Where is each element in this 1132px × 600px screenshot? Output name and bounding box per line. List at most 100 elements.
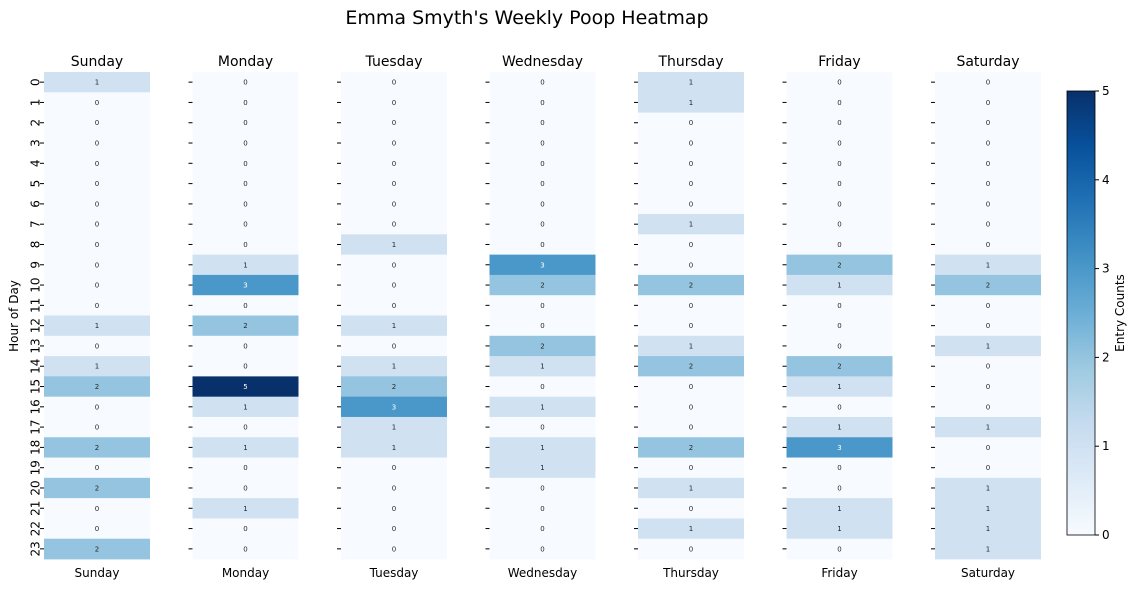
day-title: Wednesday xyxy=(502,54,583,70)
heat-cell xyxy=(489,92,596,113)
hour-tick-label: 23 xyxy=(29,541,43,556)
cell-value: 1 xyxy=(392,322,396,330)
cell-value: 2 xyxy=(95,484,99,492)
colorbar-label: Entry Counts xyxy=(1113,274,1127,352)
cell-value: 0 xyxy=(95,140,99,148)
cell-value: 0 xyxy=(243,180,247,188)
cell-value: 2 xyxy=(986,282,990,290)
cell-value: 0 xyxy=(986,140,990,148)
cell-value: 0 xyxy=(986,99,990,107)
cell-value: 1 xyxy=(837,424,841,432)
hour-tick-label: 21 xyxy=(29,501,43,516)
heat-cell xyxy=(935,274,1041,296)
heat-cell xyxy=(935,396,1041,418)
heat-cell xyxy=(935,214,1041,235)
heat-cell xyxy=(44,315,150,337)
heat-cell xyxy=(192,193,299,215)
cell-value: 0 xyxy=(95,200,99,208)
hour-tick-label: 17 xyxy=(29,419,43,434)
heat-cell xyxy=(935,477,1041,499)
cell-value: 0 xyxy=(392,140,396,148)
heat-cell xyxy=(192,437,299,458)
cell-value: 0 xyxy=(837,464,841,472)
cell-value: 0 xyxy=(837,99,841,107)
heat-cell xyxy=(935,193,1041,215)
cell-value: 1 xyxy=(392,424,396,432)
cell-value: 3 xyxy=(392,403,396,411)
heat-cell xyxy=(489,498,596,519)
cell-value: 0 xyxy=(243,363,247,371)
cell-value: 0 xyxy=(243,464,247,472)
cell-value: 0 xyxy=(837,180,841,188)
heat-cell xyxy=(638,315,744,337)
heat-cell xyxy=(935,72,1041,93)
cell-value: 1 xyxy=(986,424,990,432)
hour-tick-label: 1 xyxy=(29,99,43,107)
cell-value: 0 xyxy=(95,119,99,127)
cell-value: 0 xyxy=(689,160,693,168)
cell-value: 3 xyxy=(837,444,841,452)
cell-value: 2 xyxy=(837,363,841,371)
heat-cell xyxy=(341,518,447,540)
heat-cell xyxy=(786,396,893,418)
heat-cell xyxy=(192,518,299,540)
cell-value: 2 xyxy=(540,342,544,350)
cell-value: 0 xyxy=(689,424,693,432)
cell-value: 2 xyxy=(540,282,544,290)
cell-value: 0 xyxy=(540,221,544,229)
heat-cell xyxy=(44,457,150,479)
hour-tick-label: 0 xyxy=(29,78,43,86)
cell-value: 0 xyxy=(392,180,396,188)
heat-cell xyxy=(341,72,447,93)
cell-value: 0 xyxy=(689,241,693,249)
cell-value: 1 xyxy=(392,241,396,249)
day-x-label: Sunday xyxy=(75,566,120,580)
cell-value: 0 xyxy=(689,505,693,513)
heat-cell xyxy=(935,376,1041,398)
cell-value: 0 xyxy=(837,140,841,148)
heat-cell xyxy=(489,376,596,398)
heat-cell xyxy=(489,315,596,337)
cell-value: 0 xyxy=(392,261,396,269)
cell-value: 0 xyxy=(837,302,841,310)
cell-value: 0 xyxy=(392,505,396,513)
heat-cell xyxy=(786,477,893,499)
cell-value: 1 xyxy=(95,363,99,371)
cell-value: 0 xyxy=(243,200,247,208)
heat-cell xyxy=(341,153,447,174)
cell-value: 0 xyxy=(540,79,544,87)
heat-cell xyxy=(489,132,596,154)
colorbar-tick-label: 0 xyxy=(1102,528,1110,542)
heat-cell xyxy=(192,498,299,519)
heat-cell xyxy=(44,72,150,93)
cell-value: 0 xyxy=(689,261,693,269)
heat-cell xyxy=(489,234,596,256)
colorbar: Entry Counts 0 1 2 3 4 5 xyxy=(1066,84,1127,542)
heat-cell xyxy=(341,356,447,377)
cell-value: 1 xyxy=(392,363,396,371)
day-panel: Tuesday Tuesday 0 0 0 0 0 0 0 0 1 0 0 0 1 0 1 2 3 1 1 0 0 0 0 0 xyxy=(337,54,447,580)
heat-cell xyxy=(44,295,150,316)
heat-cell xyxy=(786,193,893,215)
heat-cell xyxy=(489,356,596,377)
heat-cell xyxy=(341,416,447,438)
cell-value: 0 xyxy=(689,322,693,330)
cell-value: 0 xyxy=(986,444,990,452)
cell-value: 0 xyxy=(986,200,990,208)
heat-cell xyxy=(489,416,596,438)
heat-cell xyxy=(935,457,1041,479)
cell-value: 0 xyxy=(837,545,841,553)
heat-cell xyxy=(341,193,447,215)
heat-cell xyxy=(192,477,299,499)
heat-cell xyxy=(638,518,744,540)
hour-tick-label: 11 xyxy=(29,298,43,313)
cell-value: 1 xyxy=(392,444,396,452)
colorbar-tick-label: 1 xyxy=(1102,439,1110,453)
heat-cell xyxy=(489,437,596,458)
cell-value: 0 xyxy=(95,424,99,432)
colorbar-tick-label: 4 xyxy=(1102,173,1110,187)
cell-value: 0 xyxy=(540,180,544,188)
heat-cell xyxy=(489,214,596,235)
